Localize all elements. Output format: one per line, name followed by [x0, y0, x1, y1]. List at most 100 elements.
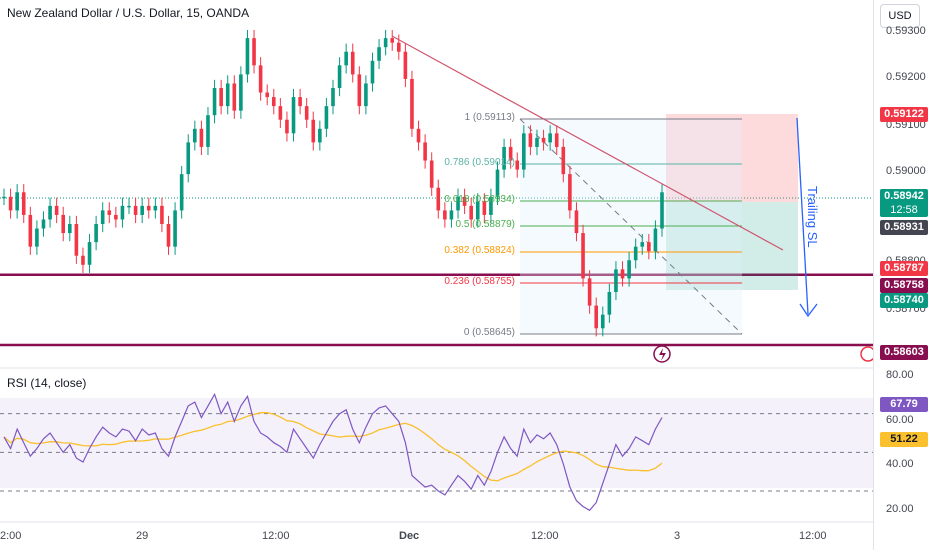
candle-body: [41, 219, 46, 229]
candle-body: [160, 205, 164, 224]
candle-body: [331, 88, 335, 107]
candle-body: [285, 119, 289, 134]
price-badge: 0.58787: [880, 261, 928, 276]
arrow-head: [799, 303, 818, 318]
candle-body: [528, 133, 533, 147]
price-badge: 0.59122: [880, 107, 928, 122]
rsi-tick-label: 20.00: [886, 503, 914, 515]
candle-body: [2, 196, 6, 199]
price-tick-label: 0.59300: [886, 25, 926, 37]
candle-body: [541, 137, 546, 143]
candle-body: [436, 187, 441, 211]
candle-body: [311, 119, 316, 143]
candle-body: [206, 115, 210, 147]
candle-body: [554, 133, 559, 147]
candle-body: [522, 133, 526, 170]
candle-body: [574, 210, 579, 234]
candle-body: [429, 160, 434, 188]
candle-body: [28, 214, 33, 247]
candle-body: [166, 224, 171, 247]
candle-body: [653, 228, 658, 252]
candle-body: [324, 106, 329, 129]
candle-body: [515, 160, 520, 170]
stop-zone: [666, 114, 798, 202]
candle-body: [21, 192, 26, 215]
rsi-tick-label: 80.00: [886, 369, 914, 381]
candle-body: [640, 242, 645, 247]
time-tick-label: 29: [136, 530, 149, 542]
candle-body: [252, 38, 256, 66]
fib-label: 0 (0.58645): [463, 327, 515, 338]
candle-body: [475, 201, 480, 220]
candle-body: [370, 60, 375, 84]
candle-body: [54, 205, 59, 215]
candle-body: [443, 210, 447, 220]
candle-body: [61, 214, 66, 234]
candle-body: [594, 305, 598, 329]
candle-body: [48, 205, 52, 220]
candle-body: [647, 242, 651, 252]
price-badge-value: 0.59122: [884, 108, 924, 120]
candle-body: [199, 128, 204, 147]
fib-label: 0.786 (0.59014): [444, 157, 515, 168]
price-badge-value: 0.58787: [884, 262, 924, 274]
currency-button[interactable]: USD: [880, 4, 920, 28]
candle-body: [271, 97, 276, 107]
fib-diagonal: [519, 118, 743, 335]
candle-body: [469, 205, 473, 220]
candle-body: [140, 205, 144, 215]
lightning-icon: [659, 348, 666, 361]
time-tick-label: 2:00: [0, 530, 22, 542]
price-tick-label: 0.59000: [886, 165, 926, 177]
candle-body: [219, 88, 223, 107]
candle-body: [15, 192, 19, 211]
rsi-ma-line: [3, 412, 663, 482]
price-badge-value: 0.58942: [884, 190, 924, 202]
candle-body: [449, 210, 454, 220]
candle-body: [74, 224, 79, 256]
candle-body: [620, 269, 625, 279]
candle-body: [114, 214, 118, 220]
candle-body: [535, 137, 539, 147]
fib-label: 0.618 (0.58934): [444, 194, 515, 205]
trailing-sl-arrow: [796, 117, 809, 315]
candle-body: [94, 224, 98, 243]
candle-body: [146, 205, 151, 211]
candle-body: [304, 106, 309, 120]
candle-body: [337, 65, 342, 88]
candle-body: [107, 210, 112, 215]
candle-body: [456, 196, 460, 211]
candle-body: [87, 242, 92, 265]
trailing-sl-text: Trailing SL: [805, 186, 820, 248]
candle-body: [410, 78, 414, 129]
fib-label: 0.382 (0.58824): [444, 245, 515, 256]
candle-body: [364, 83, 368, 107]
price-badge: 0.58603: [880, 345, 928, 360]
chart-title: New Zealand Dollar / U.S. Dollar, 15, OA…: [7, 6, 250, 20]
candle-body: [127, 205, 131, 208]
candle-body: [232, 83, 237, 111]
candle-body: [278, 106, 283, 120]
candle-body: [133, 205, 138, 215]
time-tick-label: 12:00: [799, 530, 827, 542]
candle-body: [423, 142, 427, 161]
time-tick-label: 12:00: [531, 530, 559, 542]
candle-body: [8, 196, 13, 211]
candle-body: [600, 314, 605, 329]
price-badge-value: 0.58931: [884, 221, 924, 233]
candle-body: [568, 174, 572, 211]
time-tick-label: 12:00: [262, 530, 290, 542]
rsi-tick-label: 40.00: [886, 458, 914, 470]
candle-body: [120, 205, 125, 220]
candle-body: [377, 47, 381, 61]
candle-body: [383, 38, 388, 48]
price-badge-countdown: 12:58: [890, 204, 918, 216]
rsi-title: RSI (14, close): [7, 376, 87, 390]
rsi-value-badge: 67.79: [880, 397, 928, 412]
rsi-ma-badge: 51.22: [880, 432, 928, 447]
price-badge-value: 0.58758: [884, 279, 924, 291]
candle-body: [495, 169, 500, 197]
price-tick-label: 0.59100: [886, 119, 926, 131]
candle-body: [265, 92, 269, 98]
